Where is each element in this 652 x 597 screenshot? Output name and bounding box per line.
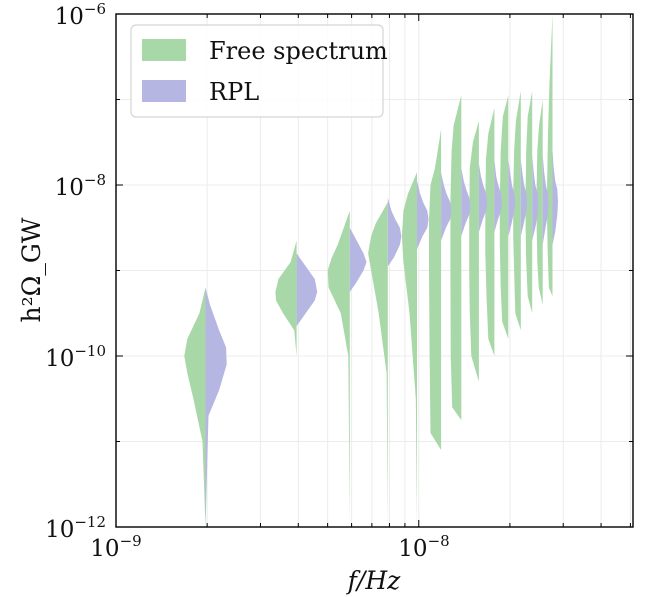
violin-rpl-5 bbox=[441, 172, 452, 241]
violin-rpl-6 bbox=[461, 167, 471, 237]
violin-free-spectrum-4 bbox=[401, 172, 417, 527]
x-tick-label-1: 10−8 bbox=[398, 532, 449, 562]
violin-free-spectrum-11 bbox=[525, 90, 533, 314]
violin-free-spectrum-12 bbox=[536, 99, 543, 305]
legend-label-rpl: RPL bbox=[209, 78, 259, 106]
legend-box bbox=[130, 24, 384, 118]
legend-swatch-free-spectrum bbox=[142, 39, 186, 61]
violin-free-spectrum-1 bbox=[275, 240, 297, 356]
plot-frame bbox=[115, 13, 634, 528]
violin-free-spectrum-2 bbox=[327, 210, 350, 527]
violin-rpl-7 bbox=[478, 163, 488, 232]
violin-free-spectrum-8 bbox=[485, 108, 495, 356]
violin-free-spectrum-9 bbox=[499, 95, 509, 339]
violins bbox=[184, 14, 558, 527]
x-tick-label-0: 10−9 bbox=[90, 532, 141, 562]
violin-rpl-9 bbox=[508, 159, 516, 237]
violin-rpl-8 bbox=[494, 159, 502, 232]
legend: Free spectrum RPL bbox=[130, 24, 388, 118]
violin-rpl-3 bbox=[387, 197, 402, 267]
violin-free-spectrum-3 bbox=[368, 202, 388, 527]
violin-rpl-13 bbox=[552, 150, 558, 245]
violin-rpl-0 bbox=[205, 287, 227, 527]
violin-free-spectrum-6 bbox=[450, 95, 462, 421]
violin-rpl-12 bbox=[542, 155, 549, 245]
violin-rpl-10 bbox=[520, 159, 528, 237]
x-axis-label: f/Hz bbox=[346, 566, 401, 595]
legend-swatch-rpl bbox=[142, 80, 186, 102]
violin-rpl-2 bbox=[349, 227, 367, 292]
violin-free-spectrum-10 bbox=[513, 90, 521, 331]
violin-free-spectrum-5 bbox=[429, 129, 442, 450]
legend-label-free-spectrum: Free spectrum bbox=[209, 37, 388, 65]
y-tick-label-2: 10−8 bbox=[55, 171, 106, 201]
y-tick-label-3: 10−6 bbox=[55, 0, 106, 30]
violin-rpl-11 bbox=[532, 155, 539, 241]
violin-free-spectrum-13 bbox=[547, 14, 553, 297]
violin-rpl-1 bbox=[296, 253, 318, 327]
violin-free-spectrum-0 bbox=[184, 287, 206, 527]
y-tick-label-0: 10−12 bbox=[45, 513, 106, 543]
y-tick-label-1: 10−10 bbox=[45, 342, 106, 372]
violin-rpl-4 bbox=[417, 180, 429, 250]
violin-free-spectrum-7 bbox=[469, 120, 479, 382]
y-axis-label: h²Ω_GW bbox=[17, 217, 46, 322]
